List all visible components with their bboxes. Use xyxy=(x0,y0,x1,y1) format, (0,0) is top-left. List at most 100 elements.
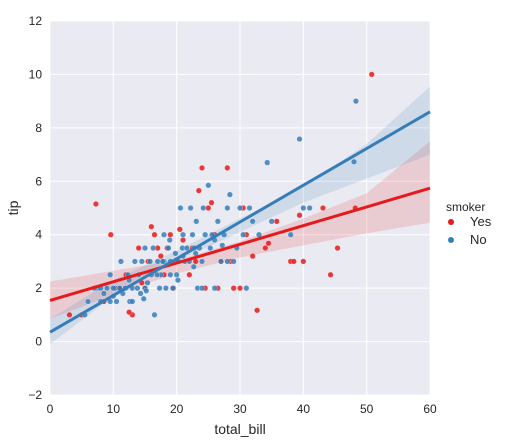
point-no xyxy=(243,285,250,292)
point-yes xyxy=(180,237,186,244)
point-yes xyxy=(290,258,297,265)
point-no xyxy=(202,231,209,238)
point-no xyxy=(211,285,218,292)
point-no xyxy=(167,271,174,278)
x-tick-label: 30 xyxy=(233,402,247,416)
point-yes xyxy=(224,164,231,171)
point-no xyxy=(189,231,196,238)
point-no xyxy=(351,158,357,165)
point-yes xyxy=(199,164,205,171)
point-no xyxy=(218,258,224,265)
point-no xyxy=(226,191,233,198)
legend-items: Yes No xyxy=(448,214,492,247)
point-yes xyxy=(107,231,114,238)
legend-title: smoker xyxy=(446,200,485,214)
legend: smoker Yes No xyxy=(446,200,492,247)
point-no xyxy=(172,250,179,257)
point-no xyxy=(224,258,231,265)
point-no xyxy=(214,218,221,225)
y-tick-label: 10 xyxy=(29,67,43,81)
point-no xyxy=(190,263,197,270)
x-tick-labels: 0 10 20 30 40 50 60 xyxy=(47,402,437,416)
y-axis-label: tip xyxy=(5,200,21,215)
point-no xyxy=(246,205,253,211)
point-no xyxy=(296,136,303,143)
point-no xyxy=(142,245,148,252)
fit-line-yes xyxy=(49,186,431,302)
point-no xyxy=(249,218,256,225)
point-yes xyxy=(237,285,243,292)
point-yes xyxy=(262,245,269,252)
point-no xyxy=(147,258,154,265)
scatter-points xyxy=(66,71,375,318)
point-no xyxy=(183,245,190,252)
point-no xyxy=(237,205,243,211)
point-yes xyxy=(320,205,326,211)
y-tick-labels: −2 0 2 4 6 8 10 12 xyxy=(28,14,42,402)
point-yes xyxy=(265,240,272,247)
y-tick-label: 6 xyxy=(35,174,42,188)
point-no xyxy=(110,285,117,292)
point-no xyxy=(156,285,163,292)
y-tick-label: −2 xyxy=(28,388,42,402)
point-no xyxy=(287,231,294,238)
point-yes xyxy=(157,253,164,260)
point-no xyxy=(138,258,145,265)
legend-marker-no xyxy=(448,237,454,243)
legend-label-no: No xyxy=(470,232,487,247)
legend-label-yes: Yes xyxy=(470,214,492,229)
point-no xyxy=(131,258,138,265)
point-no xyxy=(207,245,214,252)
point-yes xyxy=(135,245,142,252)
point-no xyxy=(193,218,200,225)
ci-band-yes xyxy=(50,141,430,319)
point-yes xyxy=(327,271,334,278)
point-no xyxy=(144,279,151,286)
point-no xyxy=(150,245,157,252)
point-no xyxy=(264,159,271,166)
point-no xyxy=(159,258,166,265)
x-tick-label: 20 xyxy=(170,402,184,416)
point-no xyxy=(219,242,226,249)
point-no xyxy=(161,231,167,238)
point-no xyxy=(230,258,237,265)
x-tick-label: 60 xyxy=(423,402,437,416)
point-yes xyxy=(334,245,341,252)
point-no xyxy=(154,258,161,265)
x-tick-label: 40 xyxy=(297,402,311,416)
point-no xyxy=(134,285,141,292)
x-axis-label: total_bill xyxy=(214,421,265,437)
x-tick-label: 0 xyxy=(47,402,54,416)
fit-line-no xyxy=(49,110,431,334)
point-no xyxy=(107,271,114,278)
regression-lines xyxy=(49,110,431,334)
point-no xyxy=(166,237,173,244)
x-tick-label: 10 xyxy=(107,402,121,416)
point-yes xyxy=(249,253,256,260)
point-no xyxy=(205,182,212,189)
point-no xyxy=(113,298,120,305)
point-no xyxy=(173,271,180,278)
point-no xyxy=(199,258,205,265)
point-no xyxy=(352,98,359,105)
y-tick-label: 2 xyxy=(35,281,42,295)
point-no xyxy=(165,245,172,252)
point-yes xyxy=(167,231,174,238)
point-yes xyxy=(186,271,193,278)
point-yes xyxy=(273,218,280,225)
y-tick-label: 8 xyxy=(35,121,42,135)
point-yes xyxy=(148,223,155,230)
x-tick-label: 50 xyxy=(360,402,374,416)
y-tick-label: 4 xyxy=(35,228,42,242)
point-no xyxy=(154,271,160,278)
point-no xyxy=(268,218,275,225)
point-no xyxy=(200,205,207,211)
point-no xyxy=(137,290,144,297)
point-no xyxy=(151,311,158,318)
legend-marker-yes xyxy=(448,219,454,225)
point-no xyxy=(162,285,169,292)
point-no xyxy=(180,231,186,238)
point-no xyxy=(169,285,176,292)
point-yes xyxy=(66,311,73,318)
